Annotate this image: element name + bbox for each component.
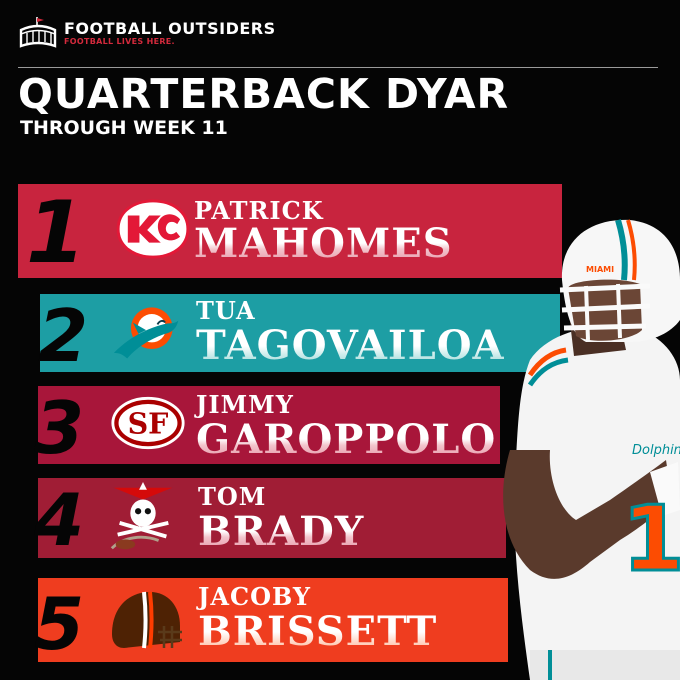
ranking-row-background: [40, 294, 560, 372]
svg-text:SF: SF: [128, 406, 169, 440]
dolphins-logo-icon: [113, 307, 179, 359]
rank-number: 2: [38, 294, 89, 378]
player-first-name: PATRICK: [194, 196, 324, 225]
header-divider: [18, 67, 658, 68]
page-title: QUARTERBACK DYAR: [18, 70, 510, 118]
player-first-name: JIMMY: [196, 390, 294, 419]
player-last-name: BRISSETT: [198, 608, 438, 655]
player-last-name: TAGOVAILOA: [196, 322, 505, 369]
ranking-row-5: 5 JACOBY BRISSETT: [34, 578, 508, 662]
chiefs-logo-icon: [116, 199, 190, 259]
helmet-decal: MIAMI: [586, 265, 614, 274]
player-last-name: MAHOMES: [194, 220, 453, 267]
player-first-name: JACOBY: [198, 582, 311, 611]
rank-number: 4: [34, 478, 85, 562]
ranking-row-background: [18, 184, 562, 278]
49ers-logo-icon: SF: [111, 396, 185, 450]
ranking-row-2: 2 TUA TAGOVAILOA: [38, 294, 560, 378]
rank-number: 3: [34, 386, 85, 470]
ranking-row-3: 3 SF JIMMY GAROPPOLO: [34, 386, 500, 464]
player-first-name: TOM: [198, 482, 267, 511]
rank-number: 1: [26, 183, 86, 283]
player-last-name: GAROPPOLO: [196, 416, 497, 463]
player-first-name: TUA: [196, 296, 256, 325]
brand-logo[interactable]: FOOTBALL OUTSIDERS FOOTBALL LIVES HERE.: [18, 16, 276, 50]
buccaneers-logo-icon: [110, 481, 173, 550]
brand-tagline: FOOTBALL LIVES HERE.: [64, 36, 175, 46]
ranking-row-4: 4 TOM BRADY: [34, 478, 506, 558]
rank-number: 5: [34, 582, 85, 666]
jersey-wordmark: Dolphins: [632, 443, 680, 458]
browns-logo-icon: [112, 591, 182, 649]
jersey-number: 1: [622, 487, 680, 592]
ranking-row-1: 1 PATRICK MAHOMES: [18, 184, 562, 278]
stadium-icon: [19, 17, 57, 48]
page-subtitle: THROUGH WEEK 11: [20, 117, 228, 139]
brand-name: FOOTBALL OUTSIDERS: [64, 18, 276, 38]
quarterback-photo: 1 Dolphins MIAMI: [503, 219, 680, 680]
player-last-name: BRADY: [198, 508, 365, 555]
